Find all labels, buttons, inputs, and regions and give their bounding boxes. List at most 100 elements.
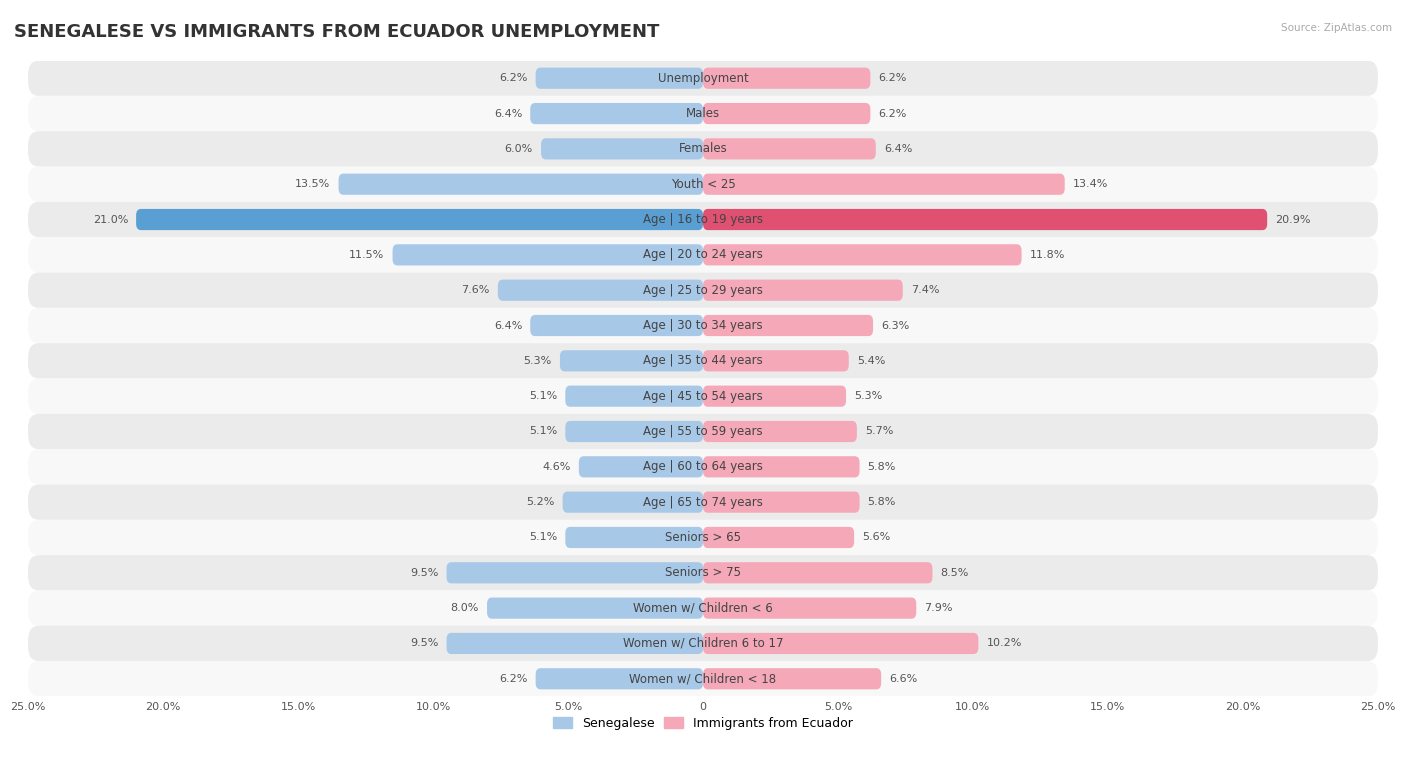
FancyBboxPatch shape	[447, 633, 703, 654]
FancyBboxPatch shape	[703, 668, 882, 690]
Text: 6.2%: 6.2%	[499, 73, 527, 83]
Text: Age | 16 to 19 years: Age | 16 to 19 years	[643, 213, 763, 226]
Text: 8.5%: 8.5%	[941, 568, 969, 578]
FancyBboxPatch shape	[28, 273, 1378, 308]
FancyBboxPatch shape	[28, 343, 1378, 378]
FancyBboxPatch shape	[703, 245, 1022, 266]
Text: Seniors > 65: Seniors > 65	[665, 531, 741, 544]
Text: 8.0%: 8.0%	[450, 603, 479, 613]
Text: SENEGALESE VS IMMIGRANTS FROM ECUADOR UNEMPLOYMENT: SENEGALESE VS IMMIGRANTS FROM ECUADOR UN…	[14, 23, 659, 41]
Text: 5.8%: 5.8%	[868, 462, 896, 472]
FancyBboxPatch shape	[703, 315, 873, 336]
Text: 7.9%: 7.9%	[924, 603, 953, 613]
FancyBboxPatch shape	[579, 456, 703, 478]
FancyBboxPatch shape	[562, 491, 703, 512]
Text: 6.4%: 6.4%	[494, 108, 522, 119]
Text: 6.0%: 6.0%	[505, 144, 533, 154]
Text: Women w/ Children < 6: Women w/ Children < 6	[633, 602, 773, 615]
FancyBboxPatch shape	[28, 555, 1378, 590]
Text: Age | 30 to 34 years: Age | 30 to 34 years	[643, 319, 763, 332]
FancyBboxPatch shape	[703, 421, 856, 442]
Text: 5.3%: 5.3%	[523, 356, 551, 366]
FancyBboxPatch shape	[703, 103, 870, 124]
Text: 20.9%: 20.9%	[1275, 214, 1310, 225]
FancyBboxPatch shape	[498, 279, 703, 301]
Text: Youth < 25: Youth < 25	[671, 178, 735, 191]
FancyBboxPatch shape	[28, 378, 1378, 414]
Text: 6.2%: 6.2%	[499, 674, 527, 684]
Text: 10.2%: 10.2%	[987, 638, 1022, 649]
FancyBboxPatch shape	[28, 167, 1378, 202]
FancyBboxPatch shape	[28, 414, 1378, 449]
Text: 13.4%: 13.4%	[1073, 179, 1108, 189]
Text: 5.2%: 5.2%	[526, 497, 554, 507]
FancyBboxPatch shape	[703, 173, 1064, 195]
FancyBboxPatch shape	[703, 633, 979, 654]
FancyBboxPatch shape	[28, 308, 1378, 343]
FancyBboxPatch shape	[703, 67, 870, 89]
FancyBboxPatch shape	[339, 173, 703, 195]
Text: Age | 55 to 59 years: Age | 55 to 59 years	[643, 425, 763, 438]
FancyBboxPatch shape	[703, 209, 1267, 230]
FancyBboxPatch shape	[560, 350, 703, 372]
FancyBboxPatch shape	[565, 527, 703, 548]
FancyBboxPatch shape	[703, 139, 876, 160]
FancyBboxPatch shape	[392, 245, 703, 266]
Text: 5.6%: 5.6%	[862, 532, 890, 543]
FancyBboxPatch shape	[28, 96, 1378, 131]
FancyBboxPatch shape	[136, 209, 703, 230]
Text: 6.2%: 6.2%	[879, 108, 907, 119]
Text: Seniors > 75: Seniors > 75	[665, 566, 741, 579]
Text: 9.5%: 9.5%	[411, 568, 439, 578]
Text: 6.6%: 6.6%	[889, 674, 918, 684]
Text: 5.4%: 5.4%	[856, 356, 886, 366]
Text: 6.3%: 6.3%	[882, 320, 910, 331]
FancyBboxPatch shape	[703, 491, 859, 512]
Text: 5.3%: 5.3%	[855, 391, 883, 401]
FancyBboxPatch shape	[28, 626, 1378, 661]
Text: 5.7%: 5.7%	[865, 426, 893, 437]
Text: 13.5%: 13.5%	[295, 179, 330, 189]
Text: Age | 25 to 29 years: Age | 25 to 29 years	[643, 284, 763, 297]
Text: 9.5%: 9.5%	[411, 638, 439, 649]
Text: 6.4%: 6.4%	[494, 320, 522, 331]
FancyBboxPatch shape	[703, 279, 903, 301]
FancyBboxPatch shape	[565, 421, 703, 442]
FancyBboxPatch shape	[703, 527, 855, 548]
Text: 7.4%: 7.4%	[911, 285, 939, 295]
FancyBboxPatch shape	[28, 661, 1378, 696]
FancyBboxPatch shape	[28, 131, 1378, 167]
Text: 11.5%: 11.5%	[349, 250, 384, 260]
FancyBboxPatch shape	[28, 237, 1378, 273]
FancyBboxPatch shape	[28, 61, 1378, 96]
Text: 5.8%: 5.8%	[868, 497, 896, 507]
Legend: Senegalese, Immigrants from Ecuador: Senegalese, Immigrants from Ecuador	[548, 712, 858, 735]
FancyBboxPatch shape	[541, 139, 703, 160]
FancyBboxPatch shape	[28, 590, 1378, 626]
Text: Females: Females	[679, 142, 727, 155]
Text: 6.4%: 6.4%	[884, 144, 912, 154]
Text: Age | 65 to 74 years: Age | 65 to 74 years	[643, 496, 763, 509]
Text: 7.6%: 7.6%	[461, 285, 489, 295]
FancyBboxPatch shape	[28, 520, 1378, 555]
FancyBboxPatch shape	[486, 597, 703, 618]
Text: 5.1%: 5.1%	[529, 391, 557, 401]
FancyBboxPatch shape	[530, 103, 703, 124]
FancyBboxPatch shape	[565, 385, 703, 407]
FancyBboxPatch shape	[536, 67, 703, 89]
Text: Women w/ Children < 18: Women w/ Children < 18	[630, 672, 776, 685]
FancyBboxPatch shape	[703, 562, 932, 584]
FancyBboxPatch shape	[703, 456, 859, 478]
FancyBboxPatch shape	[28, 484, 1378, 520]
Text: Age | 45 to 54 years: Age | 45 to 54 years	[643, 390, 763, 403]
FancyBboxPatch shape	[530, 315, 703, 336]
Text: 4.6%: 4.6%	[543, 462, 571, 472]
Text: 5.1%: 5.1%	[529, 426, 557, 437]
Text: 21.0%: 21.0%	[93, 214, 128, 225]
Text: Source: ZipAtlas.com: Source: ZipAtlas.com	[1281, 23, 1392, 33]
FancyBboxPatch shape	[703, 597, 917, 618]
Text: Age | 35 to 44 years: Age | 35 to 44 years	[643, 354, 763, 367]
Text: 6.2%: 6.2%	[879, 73, 907, 83]
Text: Women w/ Children 6 to 17: Women w/ Children 6 to 17	[623, 637, 783, 650]
FancyBboxPatch shape	[703, 350, 849, 372]
